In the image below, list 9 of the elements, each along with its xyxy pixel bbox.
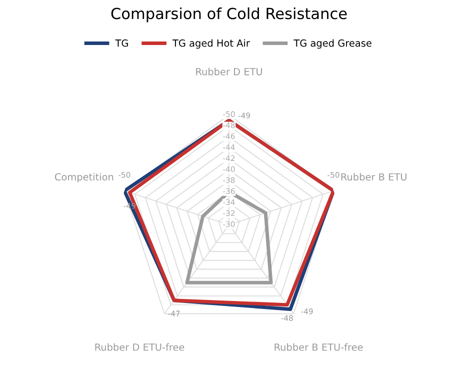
spoke-label: Competition: [54, 173, 114, 182]
legend-label: TG aged Hot Air: [172, 39, 250, 49]
spoke-label: Rubber D ETU-free: [95, 343, 184, 351]
spoke-label: Rubber D ETU: [196, 68, 262, 76]
legend-label: TG aged Grease: [294, 39, 372, 49]
spoke-label: Rubber B ETU: [341, 173, 406, 181]
chart-title: Comparsion of Cold Resistance: [111, 7, 347, 22]
legend-label: TG: [115, 39, 128, 47]
spoke-label: Rubber B ETU-free: [274, 343, 363, 351]
